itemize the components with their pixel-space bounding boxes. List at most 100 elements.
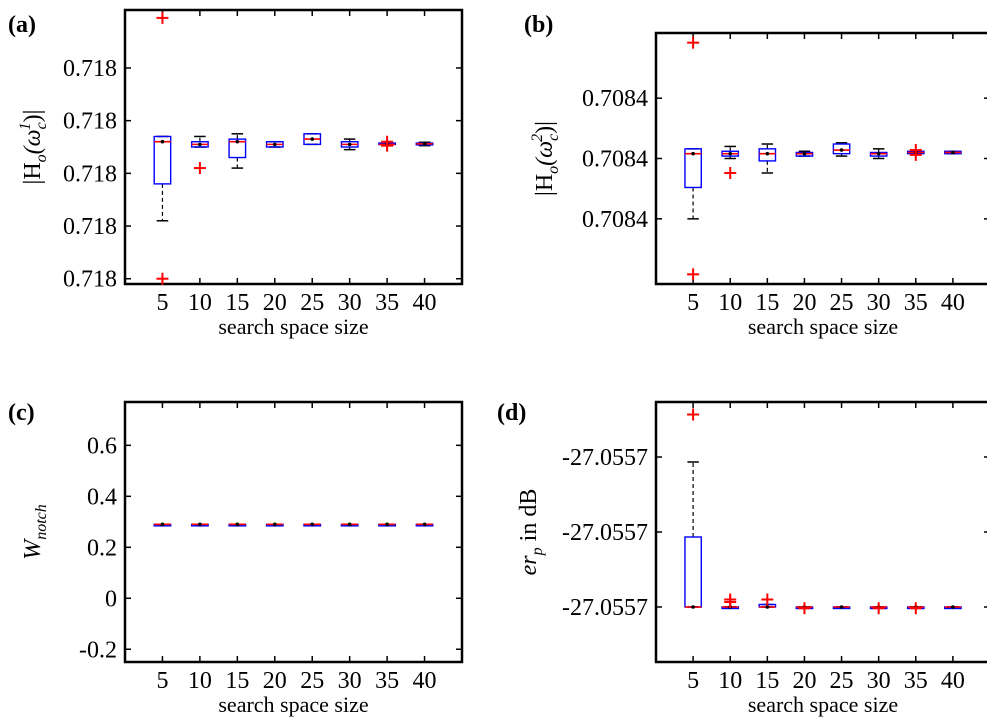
box-5 bbox=[684, 36, 702, 281]
center-marker bbox=[347, 142, 352, 147]
y-tick-label: -27.0557 bbox=[562, 595, 648, 621]
y-tick-label: 0 bbox=[105, 586, 117, 612]
y-tick-label: 0.718 bbox=[63, 214, 117, 240]
x-axis-label: search space size bbox=[748, 314, 898, 339]
x-axis-label: search space size bbox=[748, 692, 898, 717]
x-tick-label: 35 bbox=[904, 668, 928, 694]
x-tick-label: 15 bbox=[225, 290, 249, 316]
box-10 bbox=[721, 145, 740, 179]
outlier-marker bbox=[724, 593, 737, 606]
x-tick-label: 20 bbox=[792, 668, 816, 694]
box-40 bbox=[944, 150, 962, 155]
x-tick-label: 10 bbox=[718, 290, 742, 316]
center-marker bbox=[347, 522, 352, 527]
center-marker bbox=[951, 605, 955, 609]
center-marker bbox=[198, 142, 202, 147]
outlier-marker bbox=[687, 36, 700, 49]
panel-label: (c) bbox=[8, 400, 35, 426]
x-tick-label: 30 bbox=[867, 290, 891, 316]
x-tick-label: 40 bbox=[941, 290, 965, 316]
center-marker bbox=[765, 605, 770, 609]
box-25 bbox=[303, 522, 322, 527]
panel-label: (b) bbox=[524, 12, 553, 38]
y-tick-label: -0.2 bbox=[79, 637, 117, 663]
center-marker bbox=[839, 148, 844, 152]
center-marker bbox=[235, 139, 240, 144]
center-marker bbox=[310, 522, 315, 527]
box-15 bbox=[228, 522, 247, 527]
box-20 bbox=[795, 602, 814, 615]
center-marker bbox=[272, 522, 277, 527]
outlier-marker bbox=[724, 166, 737, 179]
panel-b: (b) 0.7084 0.7084 0.7084 5 10 15 20 25 30 35 40 sear… bbox=[524, 12, 987, 339]
outlier-marker bbox=[687, 408, 700, 421]
box-25 bbox=[832, 142, 851, 157]
center-marker bbox=[422, 522, 427, 527]
box-5 bbox=[684, 408, 702, 609]
y-axis-label: |Ho(ωc2)| bbox=[529, 121, 562, 196]
box-30 bbox=[869, 148, 888, 160]
center-marker bbox=[235, 522, 240, 527]
box-40 bbox=[415, 141, 434, 147]
box-iqr bbox=[758, 148, 777, 162]
box-10 bbox=[721, 593, 740, 610]
box-5 bbox=[153, 522, 172, 527]
outlier-marker bbox=[687, 268, 700, 281]
y-tick-label: 0.718 bbox=[63, 109, 117, 135]
box-10 bbox=[190, 135, 209, 175]
center-marker bbox=[839, 605, 844, 609]
box-35 bbox=[906, 144, 925, 161]
box-40 bbox=[415, 522, 434, 527]
x-tick-label: 20 bbox=[792, 290, 816, 316]
center-marker bbox=[272, 142, 277, 147]
x-tick-label: 35 bbox=[375, 668, 399, 694]
box-25 bbox=[832, 605, 851, 610]
y-tick-label: 0.718 bbox=[63, 56, 117, 82]
box-20 bbox=[265, 522, 284, 527]
panel-d: (d) -27.0557 -27.0557 -27.0557 5 10 15 20 25 30 35… bbox=[497, 400, 987, 717]
y-tick-label: 0.7084 bbox=[582, 147, 648, 173]
x-tick-label: 20 bbox=[263, 668, 287, 694]
box-15 bbox=[758, 143, 777, 174]
plot-frame bbox=[123, 400, 464, 664]
box-35 bbox=[906, 602, 925, 615]
y-tick-label: 0.4 bbox=[87, 484, 117, 510]
x-tick-label: 5 bbox=[687, 290, 699, 316]
center-marker bbox=[160, 522, 165, 527]
y-tick-label: -27.0557 bbox=[562, 445, 648, 471]
center-marker bbox=[385, 522, 389, 527]
center-marker bbox=[765, 151, 770, 156]
plot-frame bbox=[654, 31, 987, 286]
y-tick-label: 0.7084 bbox=[582, 86, 648, 112]
center-marker bbox=[728, 151, 733, 156]
box-30 bbox=[340, 522, 359, 527]
center-marker bbox=[160, 139, 165, 144]
x-tick-label: 5 bbox=[156, 290, 168, 316]
x-tick-label: 20 bbox=[263, 290, 287, 316]
outlier-marker bbox=[798, 602, 811, 615]
x-tick-label: 30 bbox=[338, 290, 362, 316]
panel-a: (a) 0.718 0.718 0.718 0.718 0.718 5 10 15 20 25 30 3… bbox=[8, 8, 464, 339]
panel-label: (d) bbox=[497, 400, 526, 426]
x-tick-label: 10 bbox=[188, 290, 212, 316]
panel-c: (c) -0.2 0 0.2 0.4 0.6 5 10 15 20 25 30 35 40 search s… bbox=[8, 400, 464, 717]
box-20 bbox=[795, 150, 814, 157]
plot-frame bbox=[654, 400, 987, 664]
x-tick-label: 35 bbox=[904, 290, 928, 316]
center-marker bbox=[691, 151, 695, 156]
box-iqr bbox=[228, 138, 247, 159]
y-tick-label: 0.718 bbox=[63, 161, 117, 187]
box-10 bbox=[190, 522, 209, 527]
outlier-marker bbox=[381, 135, 394, 148]
x-tick-label: 5 bbox=[156, 668, 168, 694]
outlier-marker bbox=[872, 602, 885, 615]
x-tick-label: 10 bbox=[188, 668, 212, 694]
y-axis-label: |Ho(ωc1)| bbox=[17, 110, 50, 185]
center-marker bbox=[422, 142, 427, 146]
plot-frame bbox=[123, 8, 464, 286]
x-tick-label: 25 bbox=[830, 668, 854, 694]
y-tick-label: -27.0557 bbox=[562, 520, 648, 546]
box-5 bbox=[153, 11, 172, 285]
x-tick-label: 5 bbox=[687, 668, 699, 694]
